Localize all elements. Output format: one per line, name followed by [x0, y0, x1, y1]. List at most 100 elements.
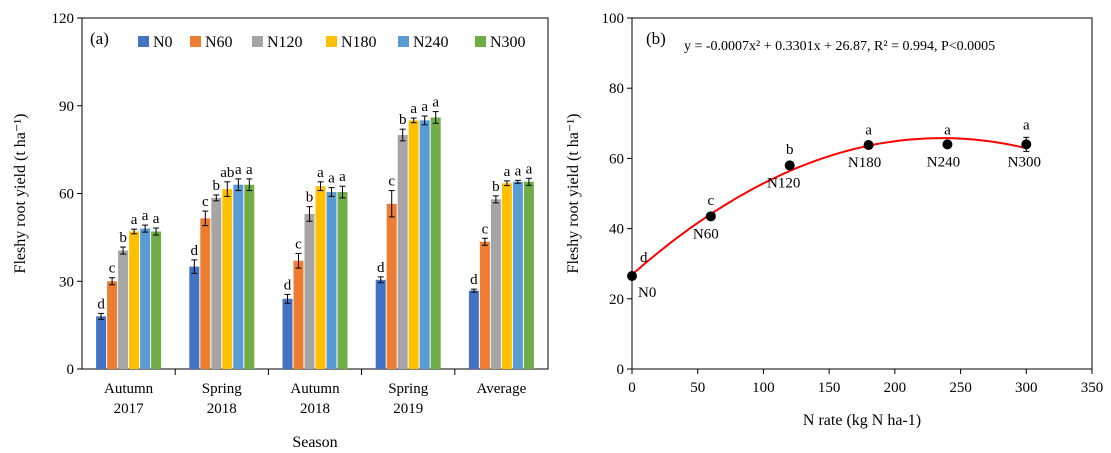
bar-n60 [386, 203, 397, 369]
data-point-n60 [705, 211, 716, 222]
bar-n0 [189, 266, 200, 369]
x-tick-label: Average [477, 381, 527, 397]
legend-swatch-n0 [138, 36, 149, 47]
data-point-n240 [942, 139, 953, 150]
y-tick-label: 80 [609, 81, 624, 97]
y-tick-label: 20 [609, 292, 624, 308]
bar-n120 [304, 213, 315, 369]
bar-n240 [512, 181, 523, 369]
significance-letter: b [306, 190, 314, 206]
y-tick-label: 90 [59, 99, 74, 115]
significance-letter: d [191, 243, 199, 259]
significance-letter: c [295, 236, 302, 252]
bar-n0 [96, 316, 107, 369]
bar-n120 [490, 199, 501, 369]
legend-swatch-n240 [398, 36, 409, 47]
significance-letter: c [109, 261, 116, 277]
panel-label: (b) [646, 29, 666, 48]
significance-letter: d [284, 277, 292, 293]
significance-letter: c [708, 193, 715, 209]
significance-letter: a [944, 122, 951, 138]
fit-equation: y = -0.0007x² + 0.3301x + 26.87, R² = 0.… [684, 39, 995, 54]
bar-n300 [244, 184, 255, 369]
legend-label-n0: N0 [153, 34, 173, 51]
bar-n60 [107, 281, 118, 369]
significance-letter: a [328, 171, 335, 187]
bar-n60 [479, 241, 490, 369]
bar-n240 [419, 120, 430, 369]
legend-swatch-n60 [190, 36, 201, 47]
bar-n300 [151, 231, 162, 369]
panel-label: (a) [90, 29, 109, 48]
significance-letter: d [97, 296, 105, 312]
y-axis-title: Fleshy root yield (t ha⁻¹) [12, 114, 29, 274]
point-label: N300 [1008, 154, 1041, 170]
legend-swatch-n300 [475, 36, 486, 47]
y-tick-label: 60 [609, 151, 624, 167]
bar-n0 [282, 298, 293, 369]
significance-letter: a [504, 164, 511, 180]
bar-n180 [501, 183, 512, 369]
y-tick-label: 0 [617, 362, 625, 378]
y-tick-label: 30 [59, 274, 74, 290]
bar-n120 [118, 250, 129, 369]
x-tick-label: Spring [388, 381, 429, 397]
bar-n240 [326, 192, 337, 369]
x-tick-label: 250 [949, 380, 972, 396]
x-tick-label: 300 [1015, 380, 1038, 396]
data-point-n120 [784, 160, 795, 171]
significance-letter: b [786, 142, 794, 158]
bar-n120 [211, 197, 222, 369]
significance-letter: a [317, 165, 324, 181]
plot-area-frame [631, 17, 1093, 370]
legend-label-n240: N240 [413, 34, 449, 51]
fit-curve [631, 137, 1027, 276]
significance-letter: a [131, 212, 138, 228]
bar-n0 [468, 290, 479, 369]
y-tick-label: 120 [52, 11, 75, 27]
significance-letter: a [153, 211, 160, 227]
bar-n180 [315, 186, 326, 369]
x-axis-title: Season [292, 434, 337, 451]
significance-letter: a [515, 163, 522, 179]
point-label: N240 [927, 154, 960, 170]
significance-letter: a [865, 122, 872, 138]
x-tick-label: 2018 [207, 401, 237, 417]
significance-letter: d [640, 250, 648, 266]
y-tick-label: 60 [59, 187, 74, 203]
significance-letter: a [1023, 117, 1030, 133]
x-axis-title: N rate (kg N ha-1) [803, 412, 921, 429]
data-point-n300 [1021, 139, 1032, 150]
y-tick-label: 100 [602, 11, 625, 27]
x-tick-label: Autumn [290, 381, 340, 397]
x-tick-label: 350 [1081, 380, 1104, 396]
bar-n120 [397, 135, 408, 369]
y-tick-label: 40 [609, 222, 624, 238]
legend-label-n120: N120 [267, 34, 303, 51]
significance-letter: a [235, 162, 242, 178]
significance-letter: b [399, 112, 407, 128]
x-tick-label: 2019 [393, 401, 423, 417]
significance-letter: a [526, 161, 533, 177]
significance-letter: a [339, 169, 346, 185]
legend-label-n180: N180 [341, 34, 377, 51]
significance-letter: c [202, 194, 209, 210]
significance-letter: c [388, 174, 395, 190]
point-label: N120 [767, 175, 800, 191]
data-point-n0 [627, 270, 637, 281]
significance-letter: a [432, 95, 439, 111]
bar-n240 [233, 184, 244, 369]
x-tick-label: Spring [202, 381, 243, 397]
x-tick-label: 50 [690, 380, 705, 396]
bar-n0 [375, 279, 386, 369]
bar-n60 [200, 218, 211, 369]
bar-n180 [222, 189, 233, 369]
bar-n240 [140, 228, 151, 369]
legend-swatch-n120 [252, 36, 263, 47]
y-axis-title: Fleshy root yield (t ha⁻¹) [565, 114, 582, 274]
bar-n300 [523, 181, 534, 369]
bar-n180 [408, 120, 419, 369]
x-tick-label: Autumn [104, 381, 154, 397]
significance-letter: a [246, 162, 253, 178]
